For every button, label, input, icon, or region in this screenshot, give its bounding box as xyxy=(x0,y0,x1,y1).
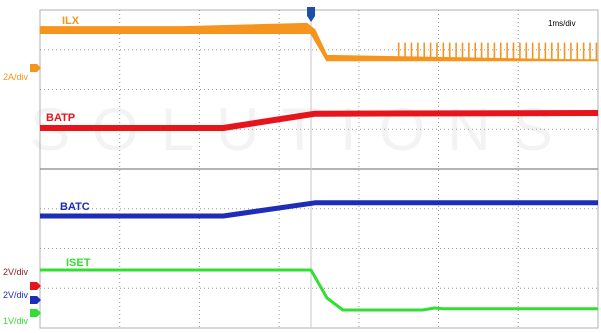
channel-markers: 2A/div 2V/div 2V/div 1V/div xyxy=(3,7,316,326)
trigger-pointer xyxy=(307,16,316,22)
trace-label-batp: BATP xyxy=(46,112,75,124)
trace-layer: ILX BATP BATC ISET xyxy=(39,15,599,312)
trace-ilx: ILX xyxy=(39,15,599,62)
graticule-grid xyxy=(39,9,599,329)
scale-label-3: 2V/div xyxy=(3,290,29,300)
trace-iset: ISET xyxy=(40,257,598,312)
trace-batp: BATP xyxy=(40,110,599,131)
channel-marker-1 xyxy=(30,64,41,72)
trace-label-ilx: ILX xyxy=(62,15,80,27)
scale-label-2: 2V/div xyxy=(3,267,29,277)
trace-label-iset: ISET xyxy=(66,257,91,269)
trace-batp-line xyxy=(40,110,599,131)
scale-label-1: 2A/div xyxy=(3,72,29,82)
trace-label-batc: BATC xyxy=(60,201,90,213)
trace-iset-line xyxy=(40,268,598,312)
trace-batc-line xyxy=(40,200,598,219)
scale-label-4: 1V/div xyxy=(3,316,29,326)
trace-batc: BATC xyxy=(40,200,598,219)
channel-marker-2 xyxy=(30,282,41,290)
channel-marker-4 xyxy=(30,309,41,317)
timebase-label: 1ms/div xyxy=(548,19,576,28)
channel-marker-3 xyxy=(30,296,41,304)
trigger-marker xyxy=(307,7,316,16)
